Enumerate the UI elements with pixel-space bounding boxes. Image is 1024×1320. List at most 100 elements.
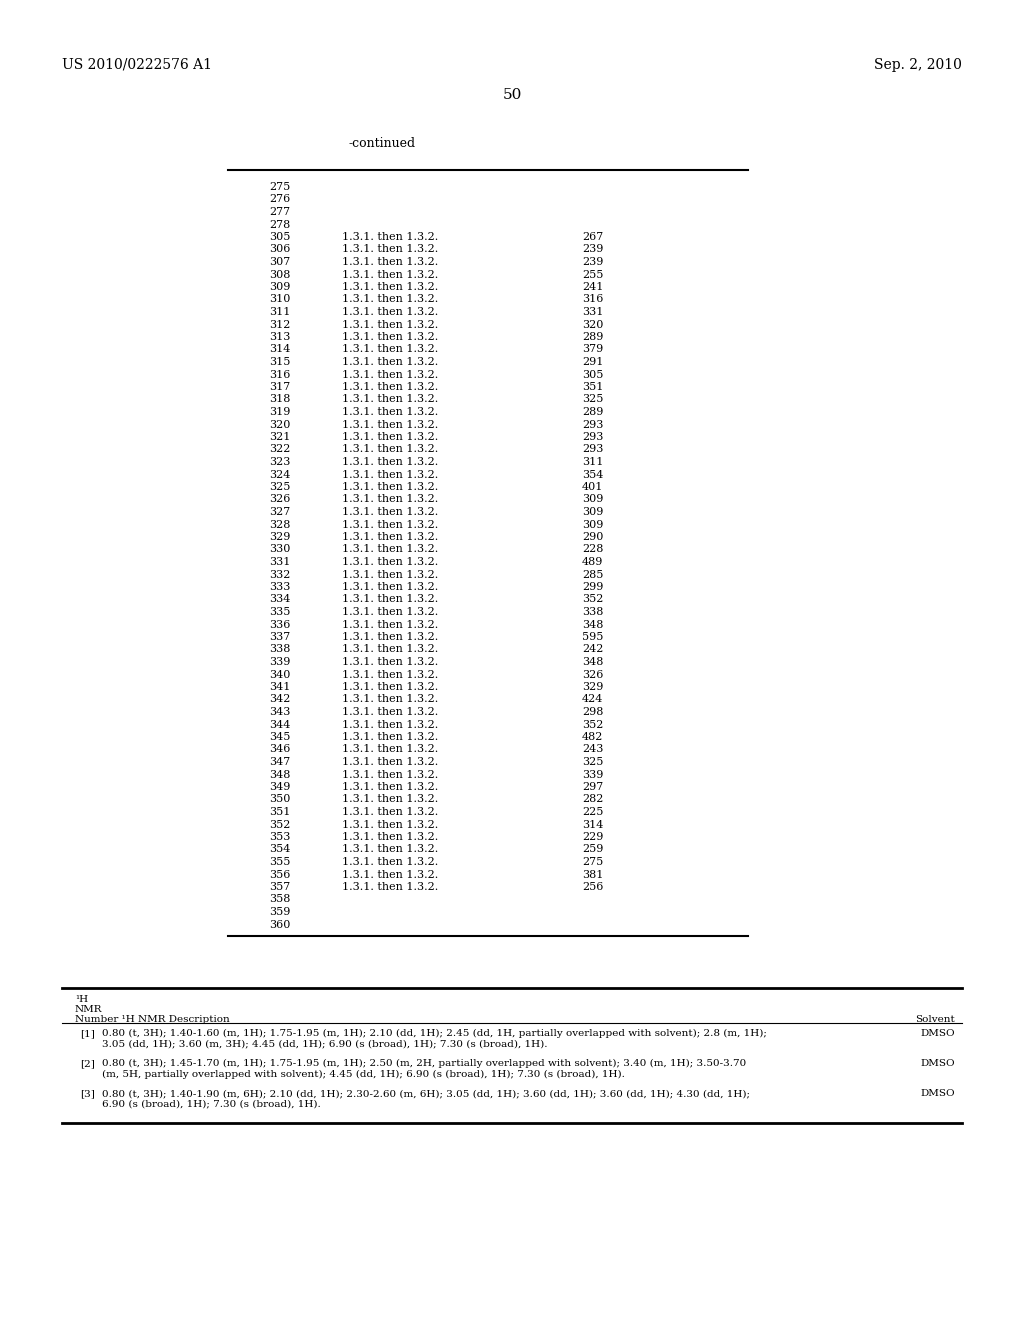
Text: -continued: -continued — [348, 137, 416, 150]
Text: 3.05 (dd, 1H); 3.60 (m, 3H); 4.45 (dd, 1H); 6.90 (s (broad), 1H); 7.30 (s (broad: 3.05 (dd, 1H); 3.60 (m, 3H); 4.45 (dd, 1… — [102, 1040, 548, 1048]
Text: 348: 348 — [268, 770, 290, 780]
Text: 337: 337 — [268, 632, 290, 642]
Text: 306: 306 — [268, 244, 290, 255]
Text: DMSO: DMSO — [921, 1030, 955, 1038]
Text: 354: 354 — [268, 845, 290, 854]
Text: 345: 345 — [268, 733, 290, 742]
Text: 338: 338 — [582, 607, 603, 616]
Text: 1.3.1. then 1.3.2.: 1.3.1. then 1.3.2. — [342, 532, 438, 543]
Text: [3]: [3] — [80, 1089, 95, 1098]
Text: 308: 308 — [268, 269, 290, 280]
Text: 338: 338 — [268, 644, 290, 655]
Text: 333: 333 — [268, 582, 290, 591]
Text: 316: 316 — [268, 370, 290, 380]
Text: 351: 351 — [582, 381, 603, 392]
Text: 225: 225 — [582, 807, 603, 817]
Text: 595: 595 — [582, 632, 603, 642]
Text: 325: 325 — [268, 482, 290, 492]
Text: 282: 282 — [582, 795, 603, 804]
Text: 348: 348 — [582, 619, 603, 630]
Text: 315: 315 — [268, 356, 290, 367]
Text: 321: 321 — [268, 432, 290, 442]
Text: 293: 293 — [582, 432, 603, 442]
Text: 239: 239 — [582, 244, 603, 255]
Text: 275: 275 — [268, 182, 290, 191]
Text: 1.3.1. then 1.3.2.: 1.3.1. then 1.3.2. — [342, 482, 438, 492]
Text: 1.3.1. then 1.3.2.: 1.3.1. then 1.3.2. — [342, 420, 438, 429]
Text: DMSO: DMSO — [921, 1059, 955, 1068]
Text: 359: 359 — [268, 907, 290, 917]
Text: [2]: [2] — [80, 1059, 95, 1068]
Text: NMR: NMR — [75, 1005, 102, 1014]
Text: 1.3.1. then 1.3.2.: 1.3.1. then 1.3.2. — [342, 870, 438, 879]
Text: 401: 401 — [582, 482, 603, 492]
Text: 1.3.1. then 1.3.2.: 1.3.1. then 1.3.2. — [342, 381, 438, 392]
Text: 299: 299 — [582, 582, 603, 591]
Text: ¹H: ¹H — [75, 995, 88, 1005]
Text: 1.3.1. then 1.3.2.: 1.3.1. then 1.3.2. — [342, 445, 438, 454]
Text: 342: 342 — [268, 694, 290, 705]
Text: 1.3.1. then 1.3.2.: 1.3.1. then 1.3.2. — [342, 619, 438, 630]
Text: 1.3.1. then 1.3.2.: 1.3.1. then 1.3.2. — [342, 407, 438, 417]
Text: 1.3.1. then 1.3.2.: 1.3.1. then 1.3.2. — [342, 594, 438, 605]
Text: 1.3.1. then 1.3.2.: 1.3.1. then 1.3.2. — [342, 795, 438, 804]
Text: 354: 354 — [582, 470, 603, 479]
Text: 360: 360 — [268, 920, 290, 929]
Text: 309: 309 — [582, 495, 603, 504]
Text: 289: 289 — [582, 333, 603, 342]
Text: 329: 329 — [582, 682, 603, 692]
Text: 334: 334 — [268, 594, 290, 605]
Text: 1.3.1. then 1.3.2.: 1.3.1. then 1.3.2. — [342, 632, 438, 642]
Text: 1.3.1. then 1.3.2.: 1.3.1. then 1.3.2. — [342, 682, 438, 692]
Text: Solvent: Solvent — [915, 1015, 955, 1024]
Text: 1.3.1. then 1.3.2.: 1.3.1. then 1.3.2. — [342, 694, 438, 705]
Text: 339: 339 — [582, 770, 603, 780]
Text: 1.3.1. then 1.3.2.: 1.3.1. then 1.3.2. — [342, 582, 438, 591]
Text: 289: 289 — [582, 407, 603, 417]
Text: US 2010/0222576 A1: US 2010/0222576 A1 — [62, 58, 212, 73]
Text: 339: 339 — [268, 657, 290, 667]
Text: 320: 320 — [582, 319, 603, 330]
Text: 381: 381 — [582, 870, 603, 879]
Text: 305: 305 — [582, 370, 603, 380]
Text: 327: 327 — [268, 507, 290, 517]
Text: 1.3.1. then 1.3.2.: 1.3.1. then 1.3.2. — [342, 657, 438, 667]
Text: 1.3.1. then 1.3.2.: 1.3.1. then 1.3.2. — [342, 882, 438, 892]
Text: 275: 275 — [582, 857, 603, 867]
Text: 311: 311 — [268, 308, 290, 317]
Text: 316: 316 — [582, 294, 603, 305]
Text: 1.3.1. then 1.3.2.: 1.3.1. then 1.3.2. — [342, 333, 438, 342]
Text: 307: 307 — [268, 257, 290, 267]
Text: 322: 322 — [268, 445, 290, 454]
Text: 1.3.1. then 1.3.2.: 1.3.1. then 1.3.2. — [342, 282, 438, 292]
Text: 276: 276 — [268, 194, 290, 205]
Text: 1.3.1. then 1.3.2.: 1.3.1. then 1.3.2. — [342, 857, 438, 867]
Text: 344: 344 — [268, 719, 290, 730]
Text: 309: 309 — [268, 282, 290, 292]
Text: 1.3.1. then 1.3.2.: 1.3.1. then 1.3.2. — [342, 708, 438, 717]
Text: 0.80 (t, 3H); 1.45-1.70 (m, 1H); 1.75-1.95 (m, 1H); 2.50 (m, 2H, partially overl: 0.80 (t, 3H); 1.45-1.70 (m, 1H); 1.75-1.… — [102, 1059, 746, 1068]
Text: 309: 309 — [582, 520, 603, 529]
Text: 357: 357 — [268, 882, 290, 892]
Text: 228: 228 — [582, 544, 603, 554]
Text: 347: 347 — [268, 756, 290, 767]
Text: 348: 348 — [582, 657, 603, 667]
Text: 1.3.1. then 1.3.2.: 1.3.1. then 1.3.2. — [342, 832, 438, 842]
Text: 1.3.1. then 1.3.2.: 1.3.1. then 1.3.2. — [342, 294, 438, 305]
Text: 323: 323 — [268, 457, 290, 467]
Text: 331: 331 — [582, 308, 603, 317]
Text: 318: 318 — [268, 395, 290, 404]
Text: 241: 241 — [582, 282, 603, 292]
Text: DMSO: DMSO — [921, 1089, 955, 1098]
Text: 328: 328 — [268, 520, 290, 529]
Text: (m, 5H, partially overlapped with solvent); 4.45 (dd, 1H); 6.90 (s (broad), 1H);: (m, 5H, partially overlapped with solven… — [102, 1069, 625, 1078]
Text: 1.3.1. then 1.3.2.: 1.3.1. then 1.3.2. — [342, 569, 438, 579]
Text: 239: 239 — [582, 257, 603, 267]
Text: 314: 314 — [582, 820, 603, 829]
Text: 259: 259 — [582, 845, 603, 854]
Text: 353: 353 — [268, 832, 290, 842]
Text: 0.80 (t, 3H); 1.40-1.90 (m, 6H); 2.10 (dd, 1H); 2.30-2.60 (m, 6H); 3.05 (dd, 1H): 0.80 (t, 3H); 1.40-1.90 (m, 6H); 2.10 (d… — [102, 1089, 750, 1098]
Text: 1.3.1. then 1.3.2.: 1.3.1. then 1.3.2. — [342, 719, 438, 730]
Text: 1.3.1. then 1.3.2.: 1.3.1. then 1.3.2. — [342, 244, 438, 255]
Text: 1.3.1. then 1.3.2.: 1.3.1. then 1.3.2. — [342, 820, 438, 829]
